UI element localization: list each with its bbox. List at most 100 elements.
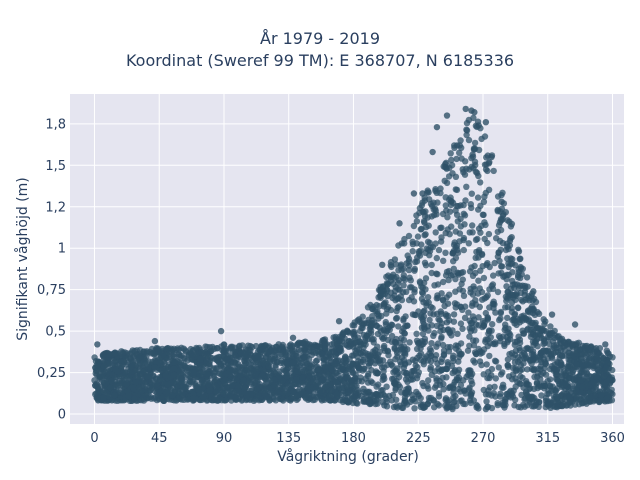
data-point: [593, 353, 600, 361]
data-point: [484, 315, 491, 322]
data-point: [457, 303, 464, 310]
data-point: [394, 370, 401, 378]
x-axis-ticks: 0 45 90 135 180 225 270 315 360: [90, 431, 625, 446]
data-point: [260, 359, 267, 367]
data-point: [416, 278, 424, 285]
data-point: [456, 149, 463, 156]
data-point: [485, 186, 493, 193]
data-point: [428, 340, 435, 347]
data-point: [465, 309, 472, 316]
data-point: [427, 358, 435, 365]
data-point: [512, 296, 519, 303]
data-point: [469, 291, 477, 298]
data-point: [422, 262, 430, 269]
data-point: [155, 389, 163, 396]
data-point: [135, 354, 143, 361]
data-point: [456, 238, 463, 245]
data-point: [204, 370, 211, 378]
data-point: [475, 122, 482, 129]
data-point: [471, 109, 478, 116]
data-point: [482, 309, 489, 317]
data-point: [429, 148, 436, 156]
data-point: [457, 388, 464, 395]
data-point: [419, 379, 426, 387]
data-point: [504, 255, 511, 262]
data-point: [340, 330, 347, 337]
y-tick-label: 1,2: [45, 200, 66, 215]
data-point: [198, 348, 205, 356]
chart-title-line-1: År 1979 - 2019: [260, 29, 380, 48]
data-point: [459, 276, 466, 283]
data-point: [419, 330, 427, 337]
data-point: [529, 396, 536, 403]
data-point: [414, 233, 422, 240]
data-point: [387, 277, 395, 284]
data-point: [494, 193, 502, 200]
data-point: [498, 198, 505, 205]
data-point: [245, 360, 252, 367]
data-point: [164, 395, 171, 402]
data-point: [233, 356, 240, 363]
data-point: [360, 398, 367, 405]
data-point: [232, 344, 239, 351]
data-point: [289, 334, 297, 341]
data-point: [512, 383, 519, 390]
data-point: [96, 375, 103, 382]
data-point: [421, 219, 428, 226]
data-point: [402, 351, 409, 358]
data-point: [475, 277, 482, 284]
data-point: [444, 403, 451, 410]
data-point: [302, 349, 310, 357]
data-point: [384, 348, 392, 355]
data-point: [180, 345, 187, 352]
data-point: [344, 389, 352, 396]
data-point: [228, 382, 236, 390]
data-point: [247, 354, 254, 362]
data-point: [456, 286, 463, 293]
data-point: [603, 395, 610, 402]
data-point: [450, 357, 457, 365]
data-point: [585, 346, 592, 353]
data-point: [517, 255, 524, 262]
data-point: [380, 368, 387, 375]
data-point: [234, 382, 241, 390]
data-point: [405, 296, 413, 304]
data-point: [463, 131, 470, 139]
data-point: [437, 308, 444, 315]
data-point: [328, 365, 335, 372]
data-point: [170, 372, 177, 379]
data-point: [542, 360, 549, 367]
data-point: [424, 214, 431, 221]
data-point: [285, 396, 293, 403]
data-point: [541, 320, 548, 328]
data-point: [349, 399, 357, 407]
data-point: [136, 346, 144, 354]
y-tick-label: 0,75: [37, 283, 66, 298]
data-point: [465, 240, 472, 247]
data-point: [176, 353, 183, 360]
data-point: [422, 275, 430, 282]
data-point: [428, 322, 435, 329]
y-tick-label: 0,25: [37, 366, 66, 381]
data-point: [222, 348, 230, 355]
data-point: [427, 310, 434, 317]
data-point: [170, 365, 178, 372]
data-point: [331, 360, 338, 368]
data-point: [409, 248, 416, 255]
data-point: [486, 158, 493, 166]
data-point: [213, 383, 220, 390]
data-point: [530, 366, 537, 373]
data-point: [516, 319, 523, 326]
data-point: [358, 378, 366, 385]
data-point: [304, 379, 311, 387]
data-point: [306, 369, 313, 376]
data-point: [409, 356, 416, 363]
data-point: [437, 189, 444, 197]
data-point: [138, 397, 145, 404]
data-point: [488, 372, 495, 379]
data-point: [440, 257, 447, 264]
data-point: [260, 367, 267, 374]
data-point: [435, 393, 443, 400]
data-point: [403, 260, 410, 267]
